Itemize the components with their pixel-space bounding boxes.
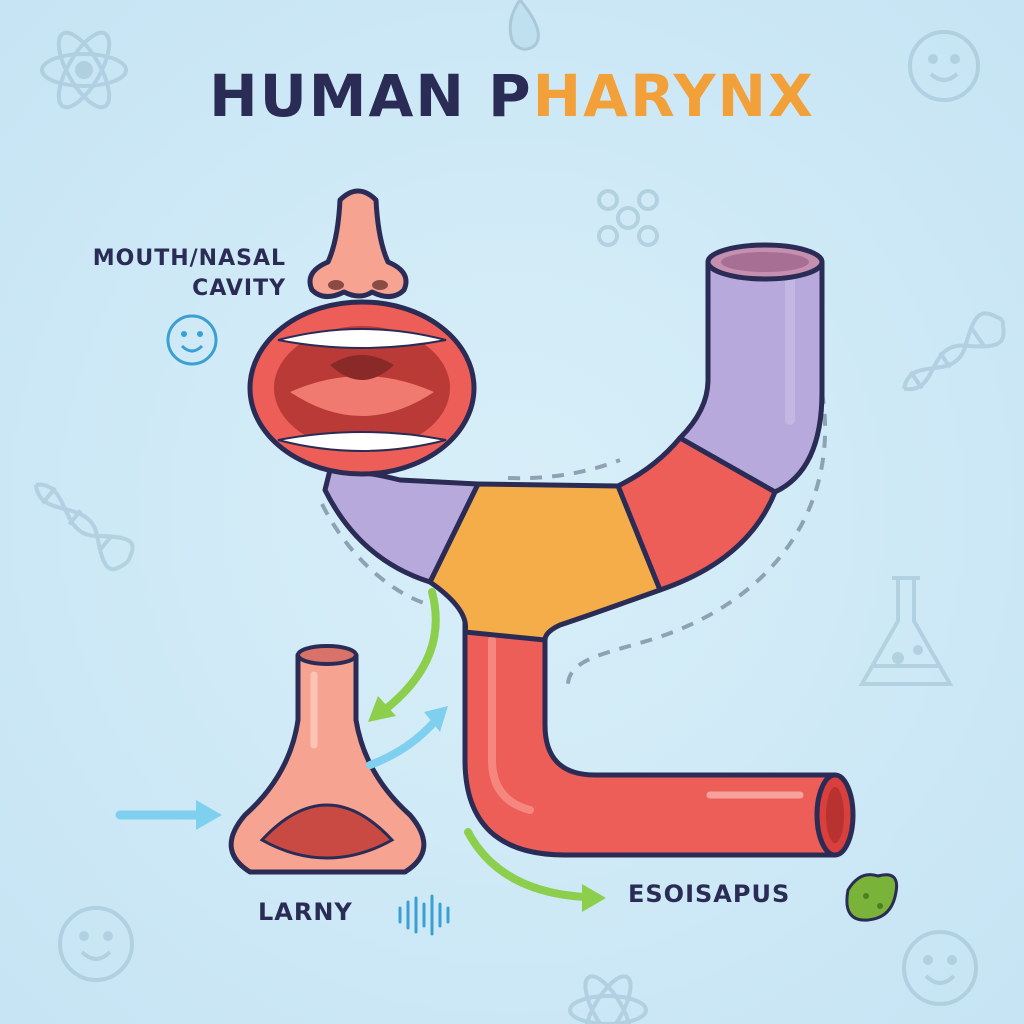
mouth-icon [247, 299, 477, 477]
label-mouth-nasal-cavity: MOUTH/NASAL CAVITY [56, 244, 286, 304]
arrow-blue-up [366, 706, 448, 769]
outline-dashed-left [320, 503, 431, 607]
smiley-icon [902, 930, 978, 1006]
molecule-icon [597, 189, 659, 247]
oropharynx-segment [427, 481, 663, 643]
page-title: HUMAN PHARYNX [0, 62, 1024, 130]
smiley-icon [58, 906, 134, 982]
atom-icon [568, 974, 648, 1024]
outline-dashed-right [565, 391, 828, 691]
larynx-illustration [228, 644, 427, 875]
dna-icon [902, 311, 1006, 392]
laryngopharynx-segment-upper [615, 435, 778, 593]
sound-wave-icon [398, 894, 450, 936]
label-mouth-line1: MOUTH/NASAL [92, 246, 286, 271]
arrow-green-out [464, 828, 606, 912]
smiley-icon [908, 30, 980, 102]
nasopharynx-tube [677, 242, 825, 495]
label-larynx: LARNY [258, 898, 353, 926]
esophagus-tube [462, 617, 856, 858]
outline-dashed-top [507, 458, 621, 481]
title-part-accent: HARYNX [532, 62, 815, 130]
label-esophagus: ESOISAPUS [628, 880, 791, 908]
smiley-icon [166, 314, 218, 366]
arrow-blue-in [115, 800, 222, 830]
atom-icon [40, 30, 128, 110]
title-part-dark: HUMAN P [209, 62, 533, 130]
dna-icon [33, 482, 135, 572]
bacteria-icon [845, 873, 899, 922]
label-mouth-line2: CAVITY [192, 276, 286, 301]
water-drop-icon [508, 0, 540, 51]
arrow-green-down [368, 588, 440, 722]
flask-icon [858, 576, 954, 686]
nose-icon [307, 188, 409, 299]
